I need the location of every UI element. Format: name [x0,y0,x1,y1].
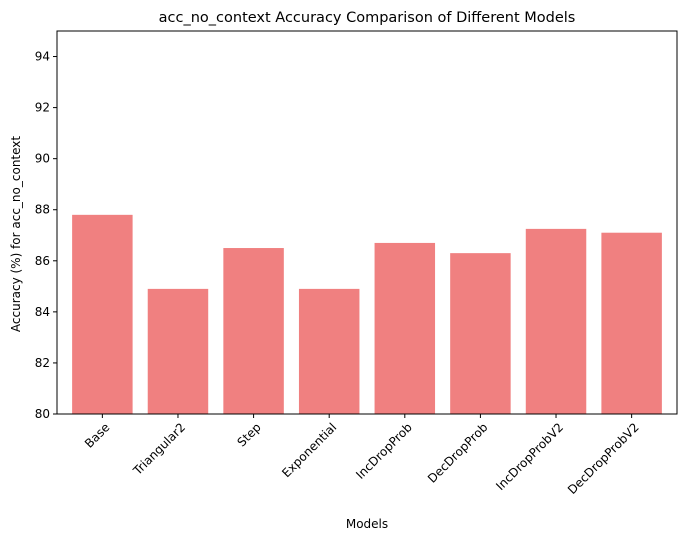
chart-title: acc_no_context Accuracy Comparison of Di… [159,10,576,26]
x-tick-label: Triangular2 [130,420,188,478]
x-axis-label: Models [346,517,388,531]
x-tick-label: Step [234,420,263,449]
bar-base [72,214,133,414]
bar-incdropprob [374,242,436,414]
bar-incdropprobv2 [525,228,587,414]
x-tick-label: Exponential [279,420,339,480]
x-tick-label: Base [82,420,113,451]
plot-frame [56,30,678,415]
y-tick-label: 84 [35,305,50,319]
y-tick-label: 94 [35,50,50,64]
bars-group [72,214,662,414]
y-tick-label: 88 [35,203,50,217]
y-tick-label: 80 [35,407,50,421]
y-tick-label: 82 [35,356,50,370]
bar-decdropprob [450,253,511,414]
bar-decdropprobv2 [601,232,662,414]
bar-step [223,248,284,414]
y-axis-ticks: 80 82 84 86 88 90 92 94 [35,50,57,421]
x-tick-label: DecDropProb [425,420,491,486]
x-tick-label: DecDropProbV2 [565,420,642,497]
bar-triangular2 [147,288,209,414]
y-tick-label: 86 [35,254,50,268]
y-tick-label: 90 [35,152,50,166]
x-tick-label: IncDropProb [353,420,415,482]
bar-exponential [298,288,360,414]
y-tick-label: 92 [35,101,50,115]
x-axis-ticks: Base Triangular2 Step Exponential IncDropPro… [82,414,642,497]
x-tick-label: IncDropProbV2 [493,420,566,493]
y-axis-label: Accuracy (%) for acc_no_context [9,136,23,333]
